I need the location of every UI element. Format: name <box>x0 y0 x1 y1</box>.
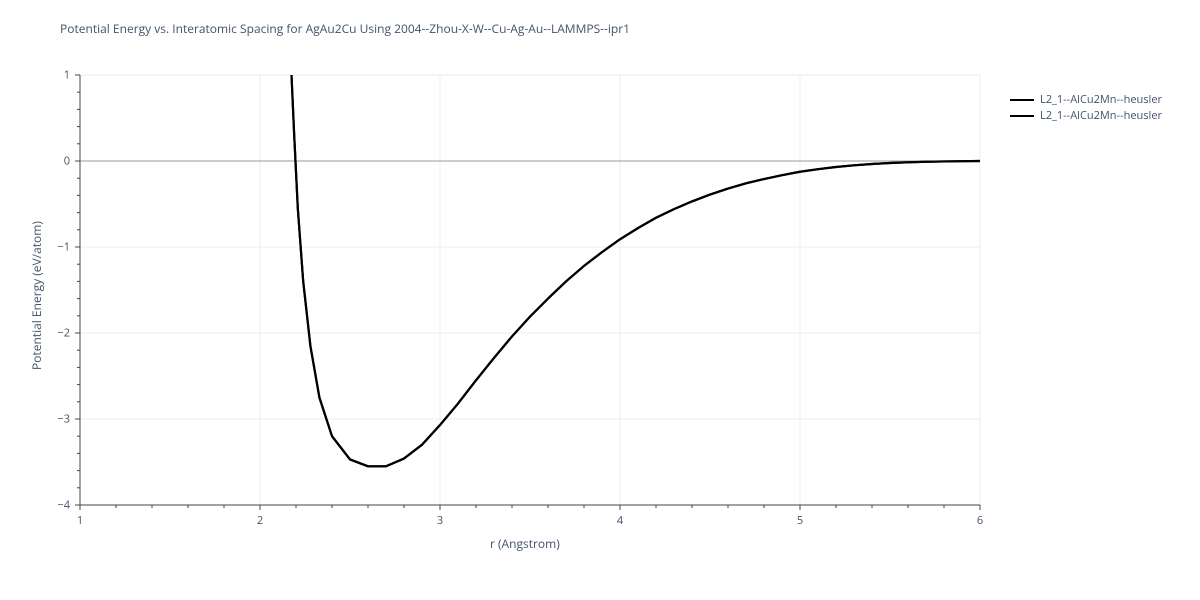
chart-title: Potential Energy vs. Interatomic Spacing… <box>60 20 630 37</box>
x-tick-label: 5 <box>797 513 803 528</box>
y-tick-label: 0 <box>64 154 70 169</box>
y-tick-label: −4 <box>57 498 70 513</box>
y-axis-label: Potential Energy (eV/atom) <box>28 221 45 370</box>
series-line <box>292 75 981 466</box>
series-line <box>292 75 981 466</box>
y-tick-label: 1 <box>64 68 70 83</box>
legend-label: L2_1--AlCu2Mn--heusler <box>1040 92 1162 107</box>
x-tick-label: 4 <box>617 513 623 528</box>
plot-area <box>80 75 980 505</box>
x-tick-label: 6 <box>977 513 983 528</box>
y-tick-label: −2 <box>57 326 70 341</box>
x-tick-label: 2 <box>257 513 263 528</box>
legend-item[interactable]: L2_1--AlCu2Mn--heusler <box>1010 108 1162 123</box>
x-tick-label: 1 <box>77 513 83 528</box>
legend-label: L2_1--AlCu2Mn--heusler <box>1040 108 1162 123</box>
legend-item[interactable]: L2_1--AlCu2Mn--heusler <box>1010 92 1162 107</box>
x-axis-label: r (Angstrom) <box>490 535 560 552</box>
x-tick-label: 3 <box>437 513 443 528</box>
y-tick-label: −3 <box>57 412 70 427</box>
legend: L2_1--AlCu2Mn--heuslerL2_1--AlCu2Mn--heu… <box>1010 92 1162 124</box>
legend-line-icon <box>1010 115 1034 117</box>
legend-line-icon <box>1010 99 1034 101</box>
y-tick-label: −1 <box>57 240 70 255</box>
